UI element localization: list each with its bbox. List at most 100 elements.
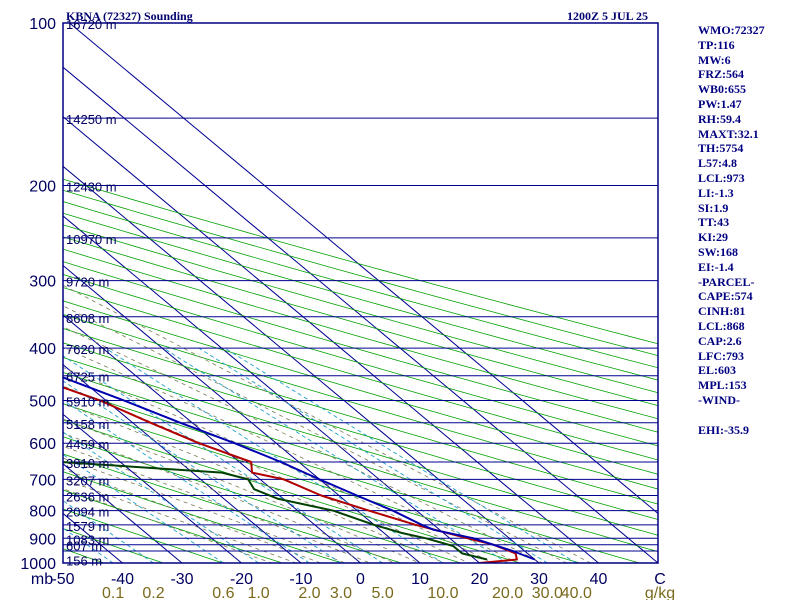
mixing-ratio-label: 0.2 bbox=[142, 585, 164, 600]
temperature-tick-label: 0 bbox=[356, 571, 365, 588]
height-label: 3207 m bbox=[66, 473, 109, 488]
moist-adiabat-line bbox=[63, 445, 371, 563]
height-label: 5158 m bbox=[66, 417, 109, 432]
index-item: L57:4.8 bbox=[698, 156, 737, 171]
index-item: CAP:2.6 bbox=[698, 333, 742, 348]
pressure-tick-label: 600 bbox=[29, 436, 56, 453]
pressure-tick-label: 900 bbox=[29, 531, 56, 548]
dry-adiabat-line bbox=[63, 342, 658, 520]
temperature-tick-label: -50 bbox=[51, 571, 74, 588]
dry-adiabat-line bbox=[63, 273, 658, 447]
height-label: 2636 m bbox=[66, 490, 109, 505]
dry-adiabat-line bbox=[63, 300, 658, 475]
dry-adiabat-line bbox=[63, 287, 658, 461]
height-label: 7620 m bbox=[66, 342, 109, 357]
index-item: EI:-1.4 bbox=[698, 259, 734, 274]
dry-adiabat-line bbox=[63, 471, 344, 563]
pressure-tick-label: 200 bbox=[29, 179, 56, 196]
index-item: LCL:973 bbox=[698, 170, 745, 185]
moist-adiabat-line bbox=[63, 284, 592, 563]
mixing-ratio-label: 20.0 bbox=[492, 585, 523, 600]
height-label: 3810 m bbox=[66, 456, 109, 471]
dry-adiabat-line bbox=[63, 489, 284, 563]
mixing-ratio-label: 10.0 bbox=[427, 585, 458, 600]
temperature-tick-label: 20 bbox=[471, 571, 489, 588]
height-label: 1579 m bbox=[66, 519, 109, 534]
station-title: KBNA (72327) Sounding bbox=[66, 9, 193, 23]
series-layer bbox=[63, 376, 536, 563]
height-label: 607 m bbox=[66, 539, 102, 554]
dry-adiabat-line bbox=[63, 372, 658, 552]
index-item: MAXT:32.1 bbox=[698, 126, 759, 141]
height-label: 8608 m bbox=[66, 311, 109, 326]
time-title: 1200Z 5 JUL 25 bbox=[567, 9, 648, 23]
pressure-tick-label: 500 bbox=[29, 393, 56, 410]
dry-adiabat-line bbox=[63, 224, 658, 394]
mixing-ratio-label: 3.0 bbox=[330, 585, 352, 600]
height-label: 156 m bbox=[66, 553, 102, 568]
dry-adiabat-line bbox=[63, 189, 658, 357]
isotherm-line bbox=[63, 215, 480, 563]
height-label: 6725 m bbox=[66, 370, 109, 385]
temperature-tick-label: -20 bbox=[230, 571, 253, 588]
index-item bbox=[698, 408, 798, 423]
mixing-ratio-label: 1.0 bbox=[247, 585, 269, 600]
grid-layer bbox=[63, 23, 658, 563]
dry-adiabat-line bbox=[63, 178, 658, 345]
isotherm-line bbox=[63, 264, 421, 563]
moist-adiabat-line bbox=[63, 305, 568, 563]
index-item: WB0:655 bbox=[698, 82, 746, 97]
isotherm-line bbox=[69, 23, 658, 515]
height-label: 5910 m bbox=[66, 394, 109, 409]
temperature-tick-label: 30 bbox=[530, 571, 548, 588]
index-item: FRZ:564 bbox=[698, 67, 744, 82]
dry-adiabat-line bbox=[63, 357, 658, 536]
index-item: PW:1.47 bbox=[698, 96, 742, 111]
isotherm-line bbox=[63, 165, 540, 563]
mixing-ratio-label: 40.0 bbox=[561, 585, 592, 600]
mixing-ratio-label: g/kg bbox=[645, 585, 675, 600]
index-item: EHI:-35.9 bbox=[698, 422, 749, 437]
height-label: 4459 m bbox=[66, 437, 109, 452]
index-item: EL:603 bbox=[698, 363, 737, 378]
moist-adiabat-line bbox=[63, 468, 322, 563]
temperature-tick-label: -10 bbox=[289, 571, 312, 588]
index-item: CAPE:574 bbox=[698, 289, 753, 304]
index-item: TP:116 bbox=[698, 37, 735, 52]
index-item: MPL:153 bbox=[698, 378, 747, 393]
height-label: 10970 m bbox=[66, 232, 117, 247]
dry-adiabat-line bbox=[63, 328, 658, 505]
height-label: 1083 m bbox=[66, 532, 109, 547]
moist-adiabat-line bbox=[63, 488, 273, 563]
index-item: KI:29 bbox=[698, 230, 728, 245]
index-item: -WIND- bbox=[698, 392, 740, 407]
pressure-tick-label: 800 bbox=[29, 504, 56, 521]
temperature-tick-label: 10 bbox=[411, 571, 429, 588]
pressure-tick-label: 700 bbox=[29, 472, 56, 489]
index-item: -PARCEL- bbox=[698, 274, 755, 289]
dry-adiabat-line bbox=[63, 508, 225, 563]
mixing-ratio-label: 2.0 bbox=[298, 585, 320, 600]
dry-adiabat-line bbox=[63, 201, 658, 369]
index-item: SI:1.9 bbox=[698, 200, 729, 215]
moist-adiabat-line bbox=[63, 385, 470, 563]
stability-indices: WMO:72327 TP:116 MW:6 FRZ:564 WB0:655 PW:1.47… bbox=[698, 23, 798, 437]
dry-adiabat-line bbox=[63, 212, 658, 381]
index-item: LFC:793 bbox=[698, 348, 744, 363]
dry-adiabat-line bbox=[63, 436, 463, 563]
height-label: 9720 m bbox=[66, 275, 109, 290]
isotherm-line bbox=[63, 66, 658, 563]
mixing-ratio-label: 0.1 bbox=[102, 585, 124, 600]
index-item: RH:59.4 bbox=[698, 111, 741, 126]
moist-adiabat-line bbox=[63, 326, 543, 563]
height-label: 2094 m bbox=[66, 505, 109, 520]
isotherm-line bbox=[63, 364, 302, 563]
mixing-ratio-label: 30.0 bbox=[532, 585, 563, 600]
mixing-ratio-label: 0.6 bbox=[212, 585, 234, 600]
plot-frame bbox=[62, 22, 659, 564]
dry-adiabat-line bbox=[63, 528, 165, 563]
temperature-tick-label: 40 bbox=[590, 571, 608, 588]
moist-adiabat-line bbox=[63, 402, 446, 563]
